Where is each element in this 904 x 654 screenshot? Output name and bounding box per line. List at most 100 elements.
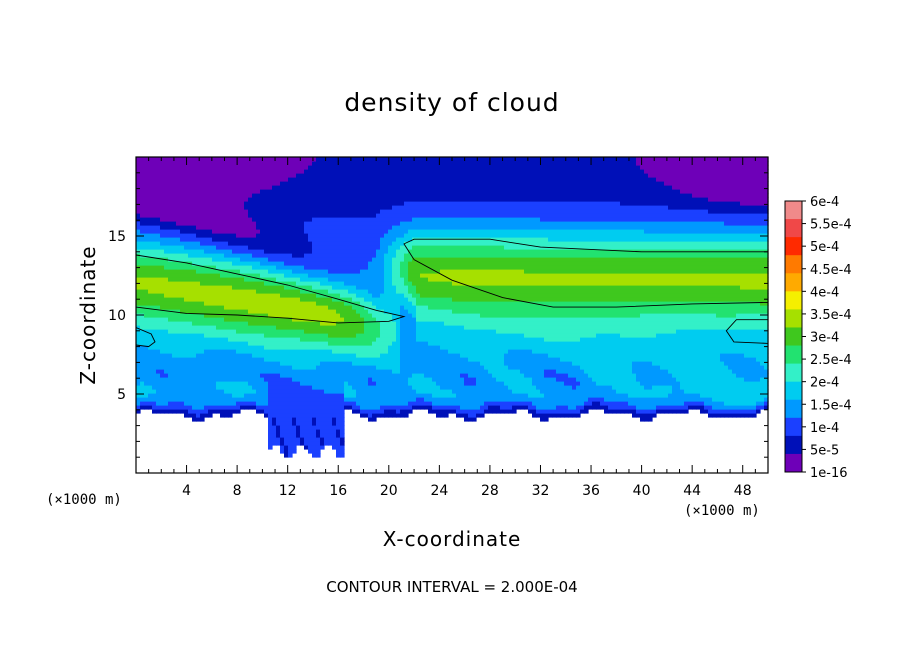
- heatmap-cell: [164, 285, 169, 290]
- heatmap-cell: [240, 197, 245, 202]
- heatmap-cell: [208, 393, 213, 398]
- heatmap-cell: [412, 225, 417, 230]
- heatmap-cell: [356, 241, 361, 246]
- heatmap-cell: [396, 301, 401, 306]
- heatmap-cell: [348, 297, 353, 302]
- heatmap-cell: [220, 193, 225, 198]
- heatmap-cell: [428, 165, 433, 170]
- heatmap-cell: [328, 345, 333, 350]
- heatmap-cell: [244, 293, 249, 298]
- heatmap-cell: [256, 289, 261, 294]
- heatmap-cell: [300, 261, 305, 266]
- heatmap-cell: [284, 313, 289, 318]
- heatmap-cell: [384, 301, 389, 306]
- heatmap-cell: [300, 197, 305, 202]
- heatmap-cell: [204, 285, 209, 290]
- heatmap-cell: [364, 301, 369, 306]
- heatmap-cell: [232, 301, 237, 306]
- heatmap-cell: [184, 361, 189, 366]
- heatmap-cell: [416, 229, 421, 234]
- heatmap-cell: [304, 213, 309, 218]
- heatmap-cell: [180, 241, 185, 246]
- heatmap-cell: [176, 273, 181, 278]
- heatmap-cell: [272, 305, 277, 310]
- heatmap-cell: [148, 361, 153, 366]
- heatmap-cell: [304, 433, 309, 438]
- heatmap-cell: [348, 337, 353, 342]
- heatmap-cell: [172, 301, 177, 306]
- heatmap-cell: [376, 313, 381, 318]
- heatmap-cell: [196, 165, 201, 170]
- heatmap-cell: [364, 249, 369, 254]
- heatmap-cell: [232, 337, 237, 342]
- heatmap-cell: [148, 397, 153, 402]
- heatmap-cell: [380, 393, 385, 398]
- heatmap-cell: [296, 337, 301, 342]
- heatmap-cell: [356, 281, 361, 286]
- heatmap-cell: [404, 357, 409, 362]
- heatmap-cell: [200, 209, 205, 214]
- heatmap-cell: [384, 221, 389, 226]
- heatmap-cell: [220, 245, 225, 250]
- heatmap-cell: [384, 293, 389, 298]
- heatmap-cell: [300, 369, 305, 374]
- heatmap-cell: [248, 321, 253, 326]
- heatmap-cell: [188, 353, 193, 358]
- heatmap-cell: [196, 213, 201, 218]
- heatmap-cell: [172, 317, 177, 322]
- heatmap-cell: [416, 325, 421, 330]
- heatmap-cell: [184, 357, 189, 362]
- heatmap-cell: [344, 377, 349, 382]
- heatmap-cell: [396, 393, 401, 398]
- heatmap-cell: [260, 333, 265, 338]
- heatmap-cell: [220, 237, 225, 242]
- heatmap-cell: [332, 337, 337, 342]
- heatmap-cell: [388, 385, 393, 390]
- heatmap-cell: [396, 245, 401, 250]
- heatmap-cell: [284, 385, 289, 390]
- heatmap-cell: [392, 225, 397, 230]
- heatmap-cell: [332, 261, 337, 266]
- heatmap-cell: [380, 245, 385, 250]
- heatmap-cell: [360, 389, 365, 394]
- heatmap-cell: [228, 197, 233, 202]
- heatmap-cell: [156, 169, 161, 174]
- heatmap-cell: [288, 441, 293, 446]
- heatmap-cell: [212, 397, 217, 402]
- heatmap-cell: [336, 281, 341, 286]
- heatmap-cell: [344, 205, 349, 210]
- heatmap-cell: [260, 193, 265, 198]
- heatmap-cell: [316, 177, 321, 182]
- heatmap-cell: [300, 173, 305, 178]
- heatmap-cell: [256, 213, 261, 218]
- heatmap-cell: [408, 301, 413, 306]
- heatmap-cell: [324, 417, 329, 422]
- heatmap-cell: [172, 205, 177, 210]
- heatmap-cell: [240, 257, 245, 262]
- heatmap-cell: [328, 245, 333, 250]
- heatmap-cell: [308, 229, 313, 234]
- heatmap-cell: [272, 329, 277, 334]
- heatmap-cell: [212, 221, 217, 226]
- heatmap-cell: [328, 325, 333, 330]
- heatmap-cell: [220, 317, 225, 322]
- heatmap-cell: [272, 345, 277, 350]
- heatmap-cell: [380, 369, 385, 374]
- heatmap-cell: [316, 337, 321, 342]
- heatmap-cell: [320, 181, 325, 186]
- heatmap-cell: [300, 213, 305, 218]
- heatmap-cell: [356, 213, 361, 218]
- heatmap-cell: [184, 169, 189, 174]
- heatmap-cell: [428, 185, 433, 190]
- heatmap-cell: [360, 253, 365, 258]
- heatmap-cell: [212, 173, 217, 178]
- heatmap-cell: [296, 213, 301, 218]
- heatmap-cell: [216, 157, 221, 162]
- heatmap-cell: [248, 257, 253, 262]
- heatmap-cell: [404, 313, 409, 318]
- heatmap-cell: [420, 181, 425, 186]
- heatmap-cell: [180, 401, 185, 406]
- heatmap-cell: [356, 325, 361, 330]
- heatmap-cell: [280, 389, 285, 394]
- heatmap-cell: [256, 157, 261, 162]
